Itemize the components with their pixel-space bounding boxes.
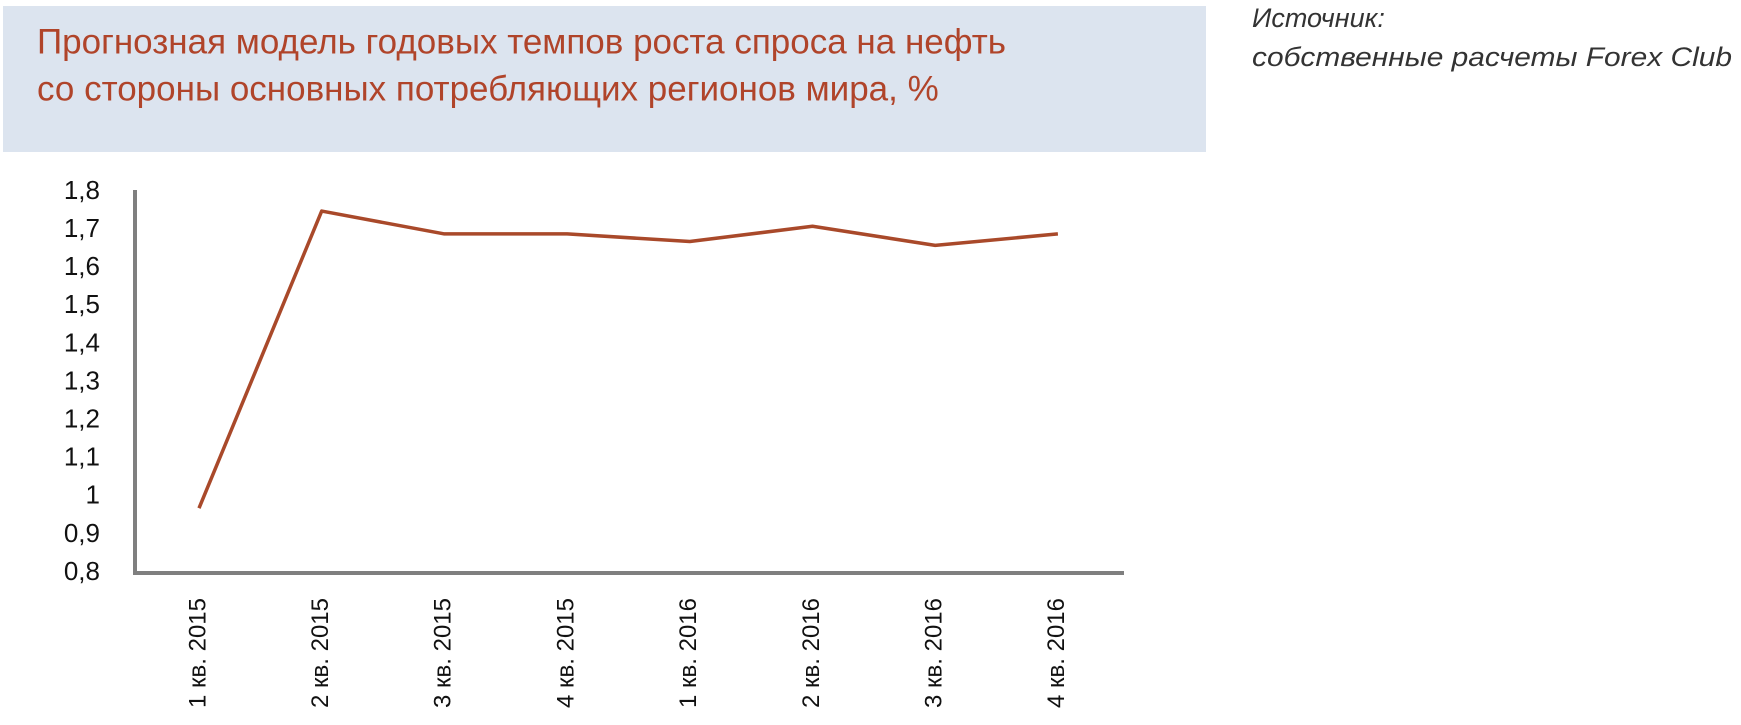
y-tick-label: 1,3 — [64, 365, 100, 395]
x-tick-label: 3 кв. 2016 — [921, 598, 948, 708]
chart-title: со стороны основных потребляющих регионо… — [37, 69, 939, 108]
y-tick-label: 1,2 — [64, 403, 100, 433]
x-tick-label: 3 кв. 2015 — [430, 598, 457, 708]
data-line — [197, 209, 1059, 509]
x-tick-label: 2 кв. 2016 — [798, 598, 825, 708]
x-tick-label: 2 кв. 2015 — [307, 598, 334, 708]
source-label: Источник: — [1252, 3, 1385, 33]
y-tick-label: 1 — [86, 480, 100, 510]
x-tick-label: 1 кв. 2015 — [184, 598, 211, 708]
y-tick-label: 0,8 — [64, 556, 100, 586]
y-tick-label: 1,5 — [64, 289, 100, 319]
y-tick-label: 1,1 — [64, 442, 100, 472]
x-tick-label: 4 кв. 2016 — [1043, 598, 1070, 708]
chart-title: Прогнозная модель годовых темпов роста с… — [37, 22, 1006, 61]
x-tick-label: 1 кв. 2016 — [675, 598, 702, 708]
y-tick-label: 1,6 — [64, 251, 100, 281]
y-tick-label: 1,7 — [64, 213, 100, 243]
y-tick-label: 0,9 — [64, 518, 100, 548]
title-box — [3, 6, 1206, 152]
x-tick-label: 4 кв. 2015 — [552, 598, 579, 708]
y-tick-label: 1,8 — [64, 175, 100, 205]
source-text: собственные расчеты Forex Club — [1252, 42, 1732, 72]
y-tick-label: 1,4 — [64, 327, 100, 357]
